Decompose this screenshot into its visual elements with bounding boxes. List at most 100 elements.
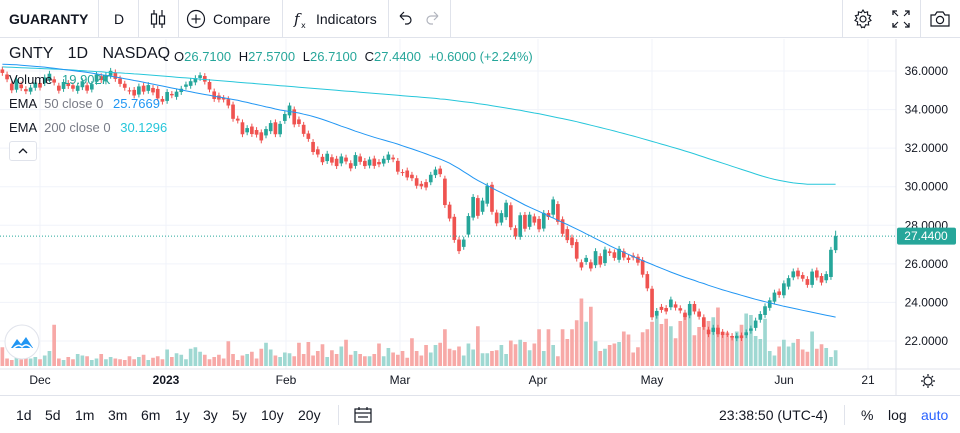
candle-body — [650, 288, 654, 318]
log-scale-toggle[interactable]: log — [888, 407, 907, 423]
legend-volume[interactable]: Volume 19.902K — [9, 72, 110, 87]
candle-body — [730, 335, 734, 338]
volume-bar — [0, 347, 5, 366]
volume-bar — [127, 356, 132, 366]
range-20y-button[interactable]: 20y — [298, 407, 321, 423]
range-1m-button[interactable]: 1m — [75, 407, 95, 423]
redo-icon[interactable] — [424, 7, 442, 31]
volume-bar — [645, 329, 650, 366]
candle-body — [122, 83, 127, 88]
candle-body — [598, 256, 603, 265]
volume-bar — [108, 357, 113, 366]
volume-bar — [160, 359, 165, 366]
volume-bar — [447, 348, 452, 366]
range-5y-button[interactable]: 5y — [232, 407, 247, 423]
fx-icon: f x — [293, 10, 306, 30]
candle-body — [24, 89, 28, 92]
candle-body — [118, 78, 122, 84]
range-10y-button[interactable]: 10y — [261, 407, 284, 423]
volume-bar — [325, 357, 330, 366]
volume-bar — [42, 355, 47, 366]
candle-body — [438, 168, 443, 175]
range-1y-button[interactable]: 1y — [175, 407, 190, 423]
candle-body — [94, 74, 99, 82]
candle-body — [395, 160, 400, 172]
candle-body — [612, 252, 617, 258]
volume-bar — [584, 321, 588, 366]
range-1d-button[interactable]: 1d — [16, 407, 32, 423]
volume-bar — [683, 314, 687, 366]
volume-bar — [654, 315, 659, 366]
candle-body — [433, 169, 438, 176]
percent-scale-toggle[interactable]: % — [861, 407, 874, 423]
candle-body — [14, 79, 19, 90]
ema200-line — [2, 66, 836, 185]
candles-icon[interactable] — [148, 7, 168, 31]
volume-bar — [268, 349, 273, 366]
time-axis[interactable]: Dec 2023 Feb Mar Apr May Jun 21 — [29, 373, 875, 387]
candle-body — [640, 260, 645, 275]
range-3m-button[interactable]: 3m — [108, 407, 128, 423]
candle-body — [146, 85, 151, 91]
candle-body — [137, 86, 141, 95]
legend-ticker: GNTY — [9, 45, 54, 62]
volume-bar — [61, 360, 66, 366]
volume-bar — [259, 348, 264, 366]
fullscreen-icon[interactable] — [891, 7, 911, 31]
candle-body — [424, 182, 428, 188]
candle-body — [174, 91, 179, 97]
candle-body — [221, 98, 226, 100]
range-6m-button[interactable]: 6m — [141, 407, 161, 423]
volume-bar — [452, 350, 457, 366]
candle-body — [414, 178, 419, 186]
volume-bar — [800, 349, 805, 366]
date-range-icon[interactable] — [353, 405, 373, 425]
series-title[interactable]: GNTY 1D NASDAQ — [9, 45, 170, 63]
clock-timezone-button[interactable]: 23:38:50 (UTC-4) — [719, 407, 828, 423]
symbol-search-button[interactable]: GUARANTY — [9, 11, 89, 27]
volume-bar — [38, 359, 42, 366]
candle-body — [0, 69, 5, 73]
candle-body — [725, 333, 730, 335]
legend-collapse-button[interactable] — [9, 141, 37, 161]
gear-icon[interactable] — [852, 7, 874, 31]
candle-body — [480, 200, 485, 212]
volume-bar — [612, 343, 617, 366]
toolbar-divider — [388, 0, 389, 38]
legend-ema200[interactable]: EMA 200 close 0 30.1296 — [9, 120, 167, 135]
range-5d-button[interactable]: 5d — [45, 407, 61, 423]
compare-button[interactable]: Compare — [186, 0, 272, 38]
candle-body — [315, 149, 320, 155]
axis-settings-icon[interactable] — [921, 374, 935, 388]
candle-body — [320, 156, 325, 163]
volume-bar — [339, 346, 344, 366]
volume-bar — [560, 329, 565, 366]
candle-body — [786, 278, 791, 287]
auto-scale-toggle[interactable]: auto — [921, 407, 949, 423]
volume-bar — [607, 345, 612, 366]
camera-icon[interactable] — [929, 7, 951, 31]
volume-bar — [617, 342, 621, 366]
ema200-params: 200 close 0 — [44, 120, 111, 135]
volume-bar — [94, 358, 99, 366]
compare-label: Compare — [213, 11, 271, 27]
candle-body — [212, 91, 217, 99]
volume-bar — [282, 352, 287, 366]
undo-icon[interactable] — [396, 7, 414, 31]
chart-pane[interactable]: 36.000034.000032.000030.000028.000026.00… — [0, 39, 960, 395]
candle-body — [245, 128, 249, 133]
interval-button[interactable]: D — [114, 11, 125, 27]
candle-body — [659, 306, 664, 310]
bottom-toolbar: 1d 5d 1m 3m 6m 1y 3y 5y 10y 20y 23:38:50… — [0, 395, 960, 433]
candle-body — [391, 157, 395, 160]
legend-ema50[interactable]: EMA 50 close 0 25.7669 — [9, 96, 160, 111]
candle-body — [508, 205, 513, 228]
candle-body — [476, 198, 480, 216]
indicators-button[interactable]: f x Indicators — [292, 0, 388, 38]
logo-icon[interactable] — [4, 324, 40, 360]
volume-bar — [118, 359, 122, 366]
candle-body — [278, 123, 282, 135]
candle-body — [584, 257, 588, 262]
volume-bar — [556, 356, 560, 366]
range-3y-button[interactable]: 3y — [203, 407, 218, 423]
